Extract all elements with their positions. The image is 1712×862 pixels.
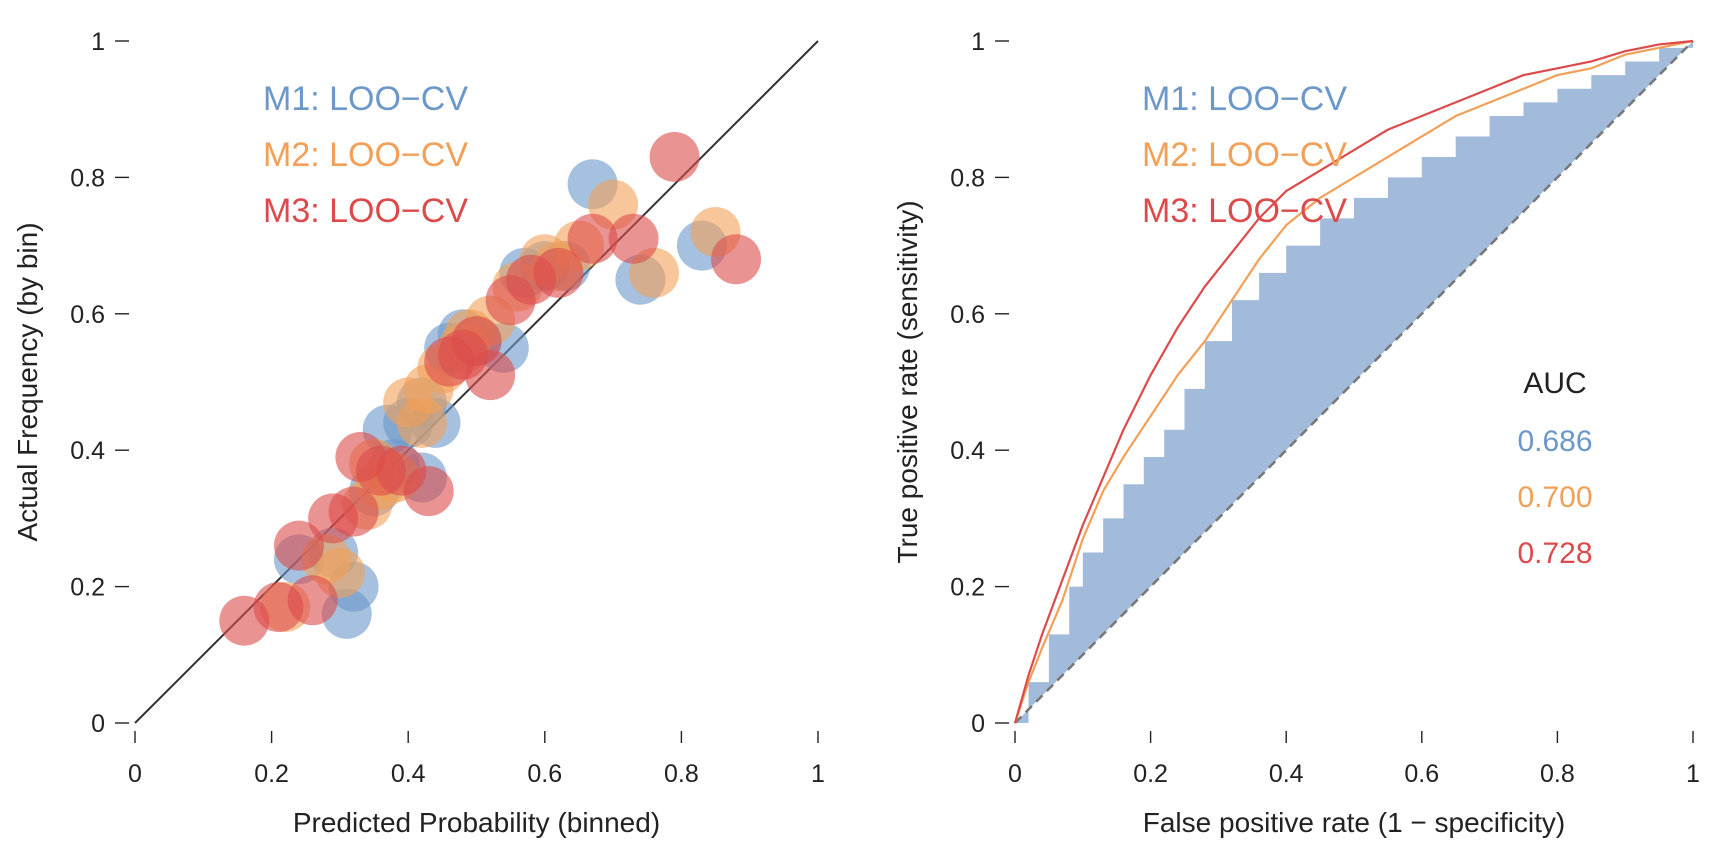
- calibration-y-tick-label: 0.6: [70, 301, 105, 329]
- roc-x-tick-label: 1: [1686, 760, 1700, 788]
- roc-y-tick-label: 1: [971, 28, 985, 56]
- roc-y-tick-label: 0.6: [950, 301, 985, 329]
- calibration-point-m3: [711, 234, 762, 285]
- calibration-x-tick-label: 0.4: [391, 760, 426, 788]
- calibration-point-m3: [403, 466, 454, 517]
- calibration-x-tick-label: 0: [128, 760, 142, 788]
- roc-y-tick-label: 0.2: [950, 574, 985, 602]
- roc-curve-m3: [1013, 39, 1694, 724]
- calibration-point-m3: [567, 213, 618, 264]
- roc-y-tick-label: 0.4: [950, 437, 985, 465]
- roc-x-tick-label: 0: [1008, 760, 1022, 788]
- calibration-legend-item-m3: M3: LOO−CV: [263, 192, 468, 230]
- calibration-x-axis-label: Predicted Probability (binned): [293, 807, 660, 838]
- calibration-legend-item-m1: M1: LOO−CV: [263, 80, 468, 118]
- calibration-x-tick-label: 0.6: [527, 760, 562, 788]
- roc-legend-item-m3: M3: LOO−CV: [1142, 192, 1347, 230]
- roc-x-tick-label: 0.6: [1404, 760, 1439, 788]
- auc-value-m2: 0.700: [1517, 481, 1592, 514]
- calibration-x-tick-label: 0.2: [254, 760, 289, 788]
- calibration-point-m3: [273, 520, 324, 571]
- calibration-y-tick-label: 0.8: [70, 164, 105, 192]
- calibration-y-axis-label: Actual Frequency (by bin): [12, 222, 43, 541]
- calibration-y-tick-label: 0.4: [70, 437, 105, 465]
- calibration-series-m2: [260, 179, 741, 633]
- roc-legend-item-m2: M2: LOO−CV: [1142, 136, 1347, 174]
- auc-title: AUC: [1523, 367, 1586, 400]
- calibration-point-m3: [287, 575, 338, 626]
- roc-y-tick-label: 0: [971, 710, 985, 738]
- calibration-point-m3: [465, 350, 516, 401]
- calibration-x-tick-label: 0.8: [664, 760, 699, 788]
- calibration-point-m3: [649, 131, 700, 182]
- roc-chance-line: [1014, 40, 1694, 724]
- roc-plot: 0 0.2 0.4 0.6 0.8 1 0 0.2 0.4 0.6 0.8 1 False positi…: [892, 28, 1700, 838]
- calibration-y-tick-label: 0: [91, 710, 105, 738]
- auc-value-m1: 0.686: [1517, 425, 1592, 458]
- calibration-legend-item-m2: M2: LOO−CV: [263, 136, 468, 174]
- roc-x-tick-label: 0.8: [1540, 760, 1575, 788]
- roc-legend-item-m1: M1: LOO−CV: [1142, 80, 1347, 118]
- calibration-plot: 0 0.2 0.4 0.6 0.8 1 0 0.2 0.4 0.6 0.8 1 Predicted Pr…: [12, 28, 825, 838]
- roc-curve-m2: [1013, 39, 1694, 724]
- roc-x-tick-label: 0.4: [1269, 760, 1304, 788]
- roc-y-axis-label: True positive rate (sensitivity): [892, 200, 923, 563]
- roc-x-axis-label: False positive rate (1 − specificity): [1143, 807, 1566, 838]
- calibration-y-tick-label: 0.2: [70, 574, 105, 602]
- calibration-x-tick-label: 1: [811, 760, 825, 788]
- calibration-point-m3: [608, 213, 659, 264]
- calibration-point-m3: [533, 247, 584, 298]
- auc-value-m3: 0.728: [1517, 537, 1592, 570]
- calibration-series-m3: [219, 131, 762, 646]
- roc-x-tick-label: 0.2: [1133, 760, 1168, 788]
- calibration-y-tick-label: 1: [91, 28, 105, 56]
- roc-y-tick-label: 0.8: [950, 164, 985, 192]
- calibration-point-m3: [328, 486, 379, 537]
